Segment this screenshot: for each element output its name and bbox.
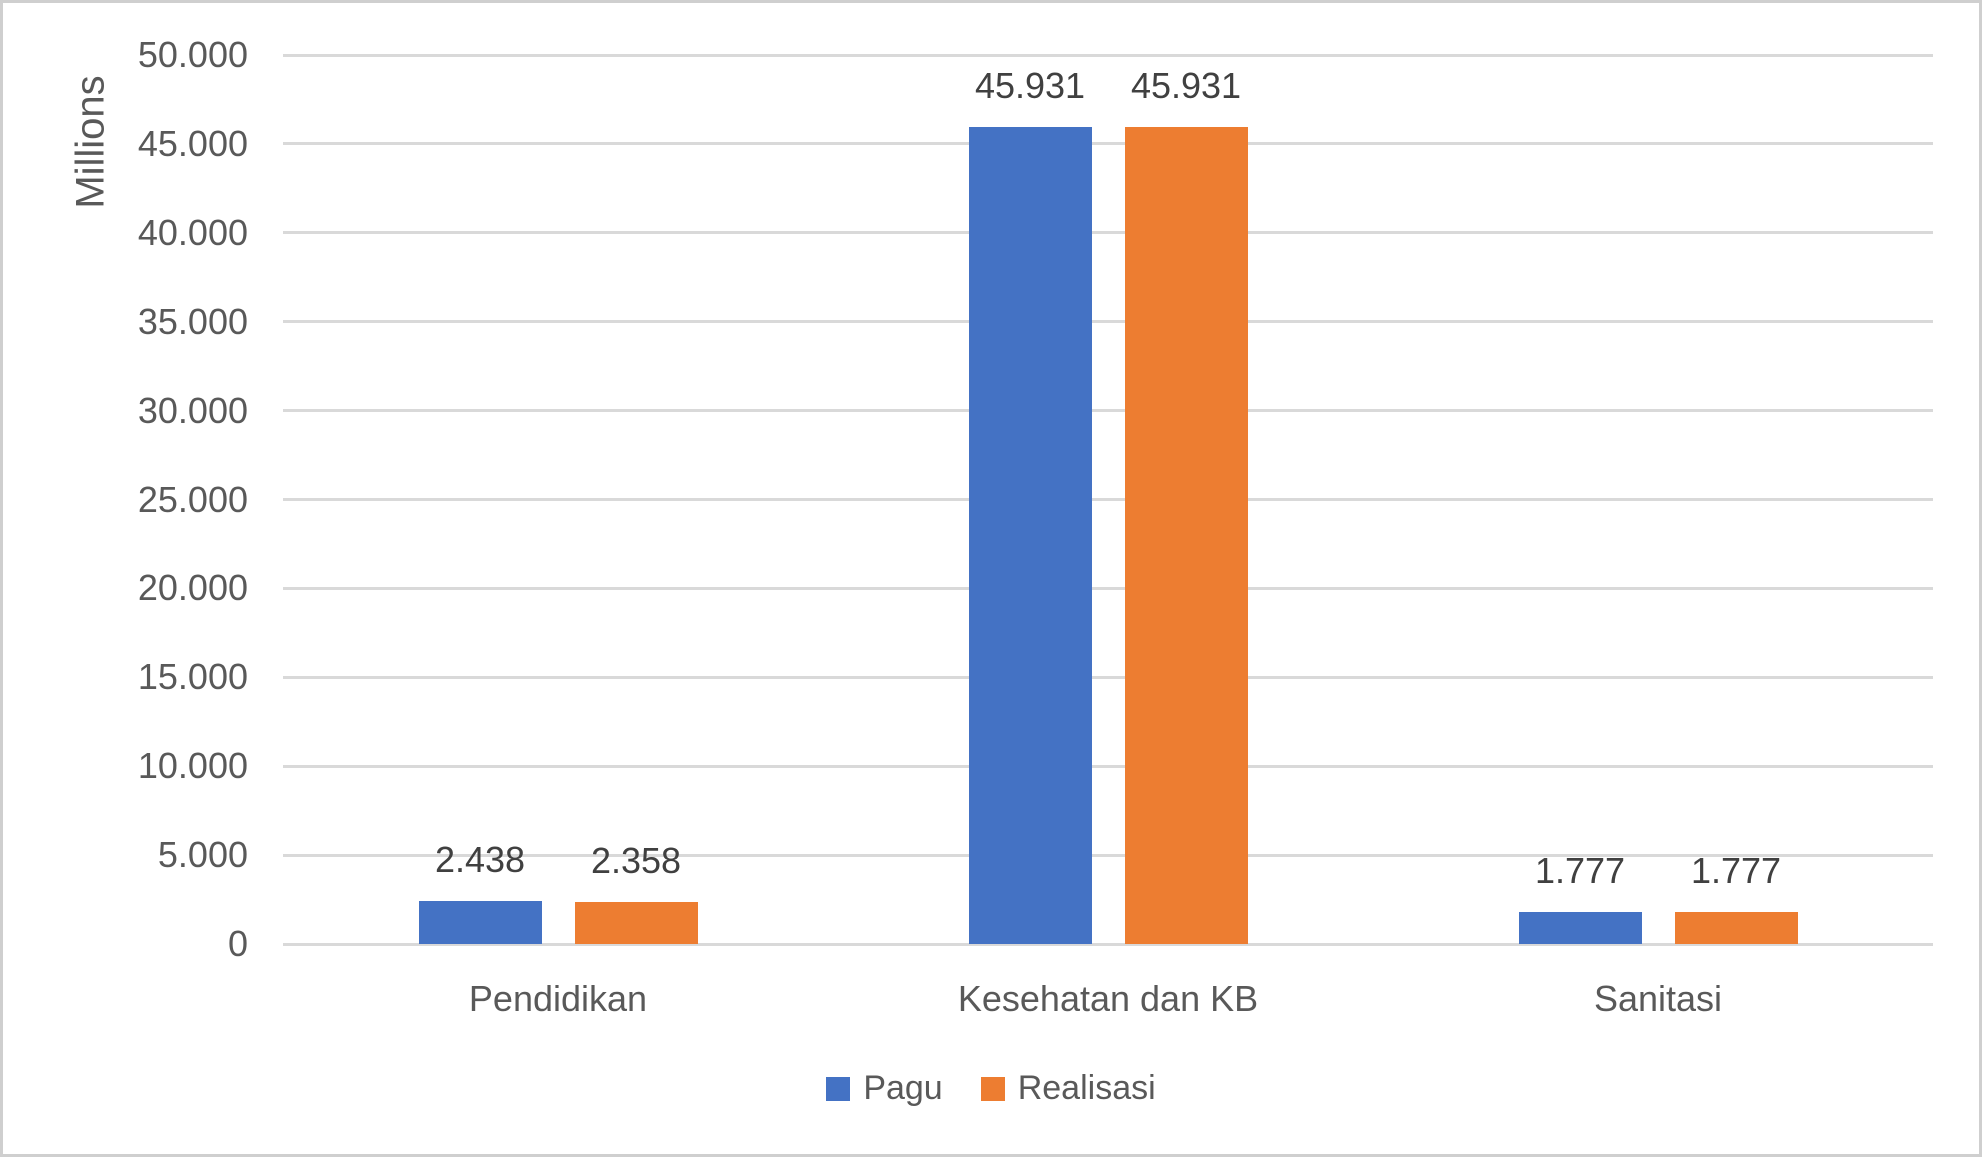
bar-value-label: 45.931	[1130, 65, 1242, 107]
legend-item-realisasi: Realisasi	[980, 1069, 1156, 1108]
y-tick-label: 25.000	[137, 478, 248, 520]
y-tick-label: 40.000	[137, 211, 248, 253]
bar-pagu: 45.931	[968, 65, 1092, 944]
x-category-label: Pendidikan	[468, 978, 648, 1019]
gridline	[283, 853, 1933, 857]
legend-swatch-icon	[980, 1076, 1005, 1101]
gridline	[283, 53, 1933, 57]
bar-realisasi: 45.931	[1124, 65, 1248, 944]
gridline	[283, 764, 1933, 768]
legend-label: Realisasi	[1017, 1069, 1156, 1107]
bar-value-label: 2.358	[590, 840, 682, 882]
gridline	[283, 409, 1933, 413]
bar-pagu: 1.777	[1518, 850, 1642, 944]
gridline	[283, 231, 1933, 235]
y-tick-label: 45.000	[137, 122, 248, 164]
gridline	[283, 142, 1933, 146]
legend: Pagu Realisasi	[3, 1069, 1979, 1108]
legend-label: Pagu	[863, 1069, 943, 1107]
y-tick-label: 5.000	[157, 834, 248, 876]
y-tick-label: 15.000	[137, 656, 248, 698]
legend-item-pagu: Pagu	[826, 1069, 943, 1108]
plot-area: 2.438 2.358 45.931 45.931 1.777 1.777	[283, 55, 1933, 944]
legend-swatch-icon	[826, 1076, 851, 1101]
bar-value-label: 1.777	[1534, 850, 1626, 892]
gridline	[283, 320, 1933, 324]
gridline	[283, 675, 1933, 679]
y-tick-label: 30.000	[137, 389, 248, 431]
bar-realisasi: 2.358	[574, 840, 698, 944]
x-category-label: Kesehatan dan KB	[957, 978, 1259, 1019]
y-tick-label: 35.000	[137, 300, 248, 342]
y-tick-label: 50.000	[137, 34, 248, 75]
category-group: 45.931 45.931	[833, 55, 1383, 944]
y-tick-label: 10.000	[137, 745, 248, 787]
bar-value-label: 45.931	[974, 65, 1086, 107]
y-tick-label: 0	[227, 923, 248, 964]
gridline	[283, 498, 1933, 501]
bar-value-label: 1.777	[1690, 850, 1782, 892]
gridline	[283, 942, 1933, 946]
y-tick-label: 20.000	[137, 567, 248, 609]
gridline	[283, 586, 1933, 590]
bar-realisasi: 1.777	[1674, 850, 1798, 944]
x-category-label: Sanitasi	[1593, 978, 1723, 1019]
bar-value-label: 2.438	[434, 838, 526, 880]
bar-pagu: 2.438	[418, 839, 542, 944]
category-group: 1.777 1.777	[1383, 55, 1933, 944]
category-group: 2.438 2.358	[283, 55, 833, 944]
